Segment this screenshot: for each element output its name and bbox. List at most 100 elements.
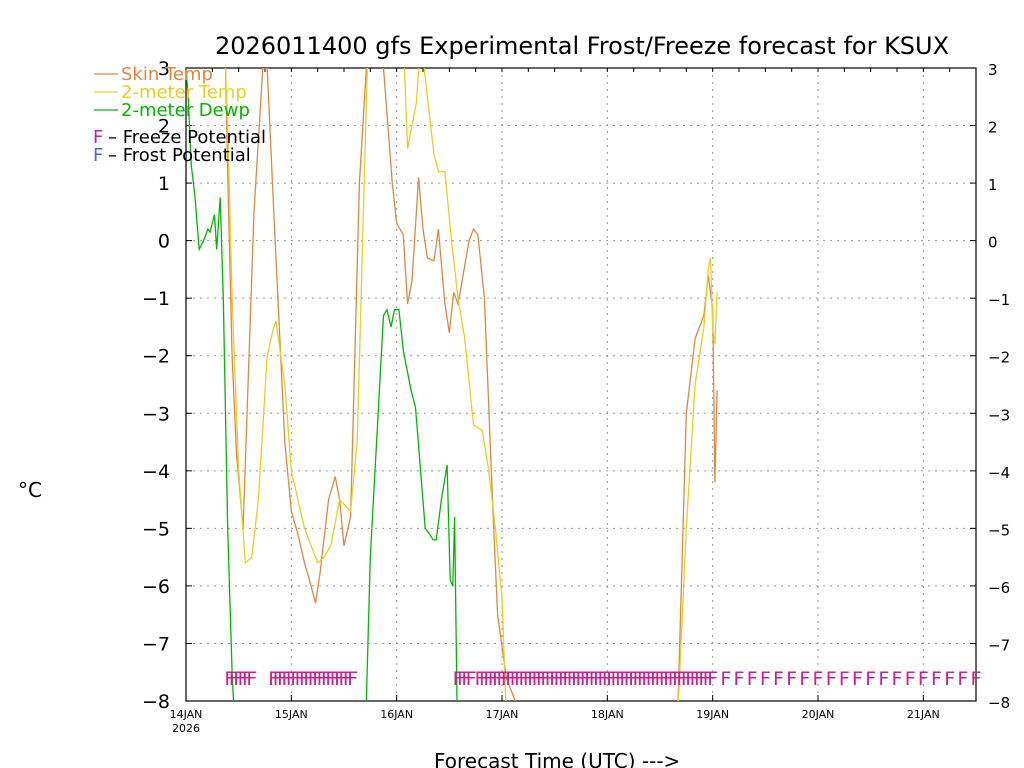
freeze-marker: F bbox=[242, 668, 253, 690]
freeze-marker: F bbox=[290, 668, 301, 690]
freeze-marker: F bbox=[668, 668, 679, 690]
legend-flag-text: – Freeze Potential bbox=[108, 127, 266, 148]
freeze-marker: F bbox=[268, 668, 279, 690]
freeze-marker: F bbox=[308, 668, 319, 690]
series-line-skin-temp-late bbox=[677, 275, 718, 701]
freeze-marker: F bbox=[602, 668, 613, 690]
freeze-marker: F bbox=[641, 668, 652, 690]
freeze-marker: F bbox=[878, 668, 889, 690]
plot-frame bbox=[185, 67, 977, 702]
freeze-marker: F bbox=[931, 668, 942, 690]
freeze-marker: F bbox=[303, 668, 314, 690]
series-lines bbox=[186, 68, 718, 701]
freeze-marker: F bbox=[518, 668, 529, 690]
freeze-marker: F bbox=[694, 668, 705, 690]
y-tick-label-left: −6 bbox=[142, 576, 170, 598]
freeze-marker: F bbox=[637, 668, 648, 690]
freeze-marker: F bbox=[628, 668, 639, 690]
freeze-marker: F bbox=[510, 668, 521, 690]
freeze-marker: F bbox=[760, 668, 771, 690]
freeze-marker: F bbox=[229, 668, 240, 690]
chart-title: 2026011400 gfs Experimental Frost/Freeze… bbox=[215, 32, 949, 60]
y-tick-label-right: 1 bbox=[988, 176, 998, 194]
y-tick-label-right: −2 bbox=[988, 349, 1010, 367]
freeze-marker: F bbox=[536, 668, 547, 690]
freeze-marker: F bbox=[281, 668, 292, 690]
freeze-marker: F bbox=[905, 668, 916, 690]
series-line-2-meter-dewp bbox=[186, 68, 458, 701]
freeze-marker: F bbox=[655, 668, 666, 690]
y-tick-label-left: −5 bbox=[142, 518, 170, 540]
freeze-marker: F bbox=[957, 668, 968, 690]
freeze-marker: F bbox=[892, 668, 903, 690]
freeze-marker: F bbox=[286, 668, 297, 690]
freeze-marker: F bbox=[593, 668, 604, 690]
legend-entry: Skin Temp bbox=[121, 64, 213, 85]
y-tick-label-right: −8 bbox=[988, 694, 1010, 712]
freeze-marker: F bbox=[707, 668, 718, 690]
freeze-marker: F bbox=[475, 668, 486, 690]
y-tick-label-left: 3 bbox=[158, 58, 170, 80]
freeze-marker: F bbox=[571, 668, 582, 690]
freeze-marker: F bbox=[865, 668, 876, 690]
y-tick-label-left: −1 bbox=[142, 288, 170, 310]
freeze-marker: F bbox=[224, 668, 235, 690]
freeze-marker: F bbox=[343, 668, 354, 690]
freeze-marker: F bbox=[659, 668, 670, 690]
freeze-marker: F bbox=[501, 668, 512, 690]
x-tick-label: 17JAN bbox=[486, 708, 519, 721]
series-line-2-meter-temp bbox=[224, 68, 507, 701]
freeze-marker: F bbox=[918, 668, 929, 690]
legend-flag-text: – Frost Potential bbox=[108, 145, 251, 166]
freeze-marker: F bbox=[944, 668, 955, 690]
freeze-marker: F bbox=[826, 668, 837, 690]
freeze-marker: F bbox=[852, 668, 863, 690]
x-tick-sublabel: 2026 bbox=[172, 722, 200, 735]
x-tick-label: 18JAN bbox=[591, 708, 624, 721]
grid-lines bbox=[186, 68, 976, 701]
freeze-marker: F bbox=[238, 668, 249, 690]
y-tick-label-right: 2 bbox=[988, 119, 998, 137]
freeze-marker: F bbox=[540, 668, 551, 690]
y-tick-label-right: −7 bbox=[988, 636, 1010, 654]
freeze-marker: F bbox=[457, 668, 468, 690]
y-tick-label-left: −7 bbox=[142, 633, 170, 655]
freeze-marker: F bbox=[545, 668, 556, 690]
freeze-marker: F bbox=[813, 668, 824, 690]
freeze-marker: F bbox=[558, 668, 569, 690]
freeze-marker: F bbox=[295, 668, 306, 690]
x-tick-label: 14JAN bbox=[170, 708, 203, 721]
freeze-marker: F bbox=[299, 668, 310, 690]
freeze-marker: F bbox=[606, 668, 617, 690]
freeze-marker: F bbox=[615, 668, 626, 690]
freeze-marker: F bbox=[584, 668, 595, 690]
freeze-marker: F bbox=[492, 668, 503, 690]
freeze-marker: F bbox=[580, 668, 591, 690]
freeze-marker: F bbox=[734, 668, 745, 690]
x-tick-label: 21JAN bbox=[907, 708, 940, 721]
legend-flag-mark: F bbox=[93, 145, 103, 166]
freeze-marker: F bbox=[514, 668, 525, 690]
freeze-marker: F bbox=[527, 668, 538, 690]
freeze-marker: F bbox=[532, 668, 543, 690]
x-tick-label: 20JAN bbox=[802, 708, 835, 721]
freeze-marker: F bbox=[633, 668, 644, 690]
freeze-marker: F bbox=[562, 668, 573, 690]
freeze-marker: F bbox=[672, 668, 683, 690]
y-axis-label: °C bbox=[18, 478, 42, 502]
freeze-marker: F bbox=[646, 668, 657, 690]
freeze-marker: F bbox=[690, 668, 701, 690]
x-axis-label: Forecast Time (UTC) ---> bbox=[434, 749, 680, 768]
x-tick-label: 15JAN bbox=[275, 708, 308, 721]
freeze-marker: F bbox=[567, 668, 578, 690]
y-tick-label-left: 2 bbox=[158, 116, 170, 138]
y-tick-label-left: 0 bbox=[158, 231, 170, 253]
freeze-marker: F bbox=[971, 668, 982, 690]
freeze-marker: F bbox=[549, 668, 560, 690]
freeze-marker: F bbox=[233, 668, 244, 690]
freeze-marker: F bbox=[246, 668, 257, 690]
freeze-marker: F bbox=[505, 668, 516, 690]
freeze-marker: F bbox=[334, 668, 345, 690]
freeze-marker: F bbox=[479, 668, 490, 690]
